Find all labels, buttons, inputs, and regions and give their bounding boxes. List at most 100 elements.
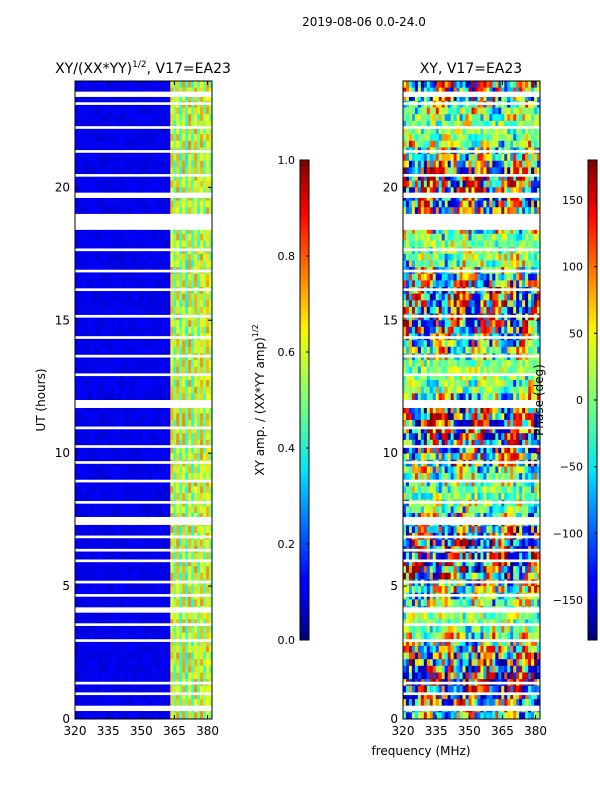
left-heatmap-cell [170, 306, 174, 315]
left-heatmap-cell [200, 160, 204, 168]
left-heatmap-cell [125, 360, 130, 368]
right-heatmap-cell [531, 127, 535, 135]
left-heatmap-cell [143, 174, 148, 182]
left-heatmap-cell [170, 559, 174, 567]
left-heatmap-cell [92, 386, 97, 394]
left-heatmap-cell [182, 300, 186, 308]
left-heatmap-cell [125, 340, 130, 348]
left-heatmap-cell [194, 167, 198, 175]
left-heatmap-cell [143, 566, 148, 574]
left-heatmap-cell [206, 340, 210, 348]
left-heatmap-cell [185, 453, 189, 461]
right-heatmap-cell [426, 107, 431, 115]
left-heatmap-cell [89, 426, 94, 434]
left-heatmap-cell [155, 433, 159, 441]
left-heatmap-cell [125, 127, 130, 135]
left-heatmap-cell [170, 599, 174, 607]
left-heatmap-cell [140, 426, 145, 434]
right-heatmap-cell [510, 114, 514, 122]
left-heatmap-cell [86, 114, 91, 122]
left-heatmap-cell [188, 685, 192, 694]
left-heatmap-cell [167, 439, 171, 448]
left-heatmap-cell [98, 659, 103, 667]
left-heatmap-cell [161, 433, 165, 441]
left-heatmap-cell [104, 280, 109, 288]
left-heatmap-cell [98, 187, 103, 195]
left-heatmap-cell [203, 167, 207, 175]
left-heatmap-cell [107, 659, 112, 667]
left-heatmap-cell [149, 712, 154, 719]
left-heatmap-cell [146, 107, 151, 115]
left-heatmap-cell [152, 645, 157, 654]
left-heatmap-cell [170, 426, 174, 434]
left-heatmap-cell [155, 120, 159, 129]
left-heatmap-cell [137, 586, 142, 594]
left-heatmap-cell [131, 692, 136, 700]
left-heatmap-cell [80, 253, 85, 262]
left-heatmap-cell [77, 373, 82, 381]
left-heatmap-cell [122, 419, 127, 428]
left-heatmap-cell [86, 120, 91, 129]
left-heatmap-cell [83, 526, 88, 534]
left-heatmap-cell [98, 340, 103, 348]
right-heatmap-cell [498, 127, 502, 135]
left-heatmap-cell [131, 439, 136, 448]
left-heatmap-cell [167, 140, 171, 149]
left-heatmap-cell [197, 200, 201, 208]
right-heatmap-cell [510, 94, 514, 102]
left-heatmap-cell [161, 114, 165, 122]
right-heatmap-cell [426, 140, 431, 149]
left-heatmap-cell [113, 426, 118, 434]
left-heatmap-cell [89, 386, 94, 394]
left-heatmap-cell [209, 340, 212, 348]
left-heatmap-cell [125, 466, 130, 474]
left-heatmap-cell [158, 619, 162, 627]
right-heatmap-cell [480, 127, 485, 135]
left-heatmap-cell [149, 486, 154, 494]
left-heatmap-cell [185, 200, 189, 208]
left-heatmap-cell [191, 512, 195, 521]
left-heatmap-cell [119, 233, 124, 242]
left-heatmap-cell [113, 539, 118, 547]
left-heatmap-cell [143, 373, 148, 381]
left-heatmap-cell [206, 539, 210, 547]
left-heatmap-cell [197, 512, 201, 521]
left-heatmap-cell [92, 692, 97, 700]
left-heatmap-cell [179, 566, 183, 574]
left-heatmap-cell [185, 586, 189, 594]
left-heatmap-cell [173, 625, 177, 634]
left-heatmap-cell [107, 94, 112, 102]
left-heatmap-cell [146, 280, 151, 288]
left-heatmap-cell [149, 453, 154, 461]
left-heatmap-cell [209, 300, 212, 308]
left-heatmap-cell [203, 566, 207, 574]
left-heatmap-cell [146, 699, 151, 707]
left-heatmap-cell [203, 180, 207, 188]
left-heatmap-cell [140, 419, 145, 428]
left-heatmap-cell [173, 632, 177, 640]
left-heatmap-cell [101, 512, 106, 521]
left-heatmap-cell [176, 672, 180, 680]
left-heatmap-cell [104, 486, 109, 494]
left-heatmap-cell [140, 559, 145, 567]
left-heatmap-cell [131, 233, 136, 242]
left-heatmap-cell [155, 712, 159, 719]
left-heatmap-cell [158, 632, 162, 640]
left-heatmap-cell [203, 200, 207, 208]
right-heatmap-cell [465, 140, 470, 149]
left-heatmap-cell [188, 439, 192, 448]
left-heatmap-cell [185, 479, 189, 487]
left-heatmap-cell [80, 665, 85, 674]
left-heatmap-cell [152, 227, 157, 235]
right-heatmap-cell [492, 120, 496, 129]
left-heatmap-cell [122, 240, 127, 248]
left-heatmap-cell [200, 419, 204, 428]
left-heatmap-cell [197, 87, 201, 95]
left-heatmap-cell [98, 393, 103, 401]
left-heatmap-cell [152, 366, 157, 375]
left-heatmap-cell [80, 140, 85, 149]
left-heatmap-cell [188, 599, 192, 607]
left-heatmap-cell [143, 659, 148, 667]
left-heatmap-cell [116, 81, 121, 89]
